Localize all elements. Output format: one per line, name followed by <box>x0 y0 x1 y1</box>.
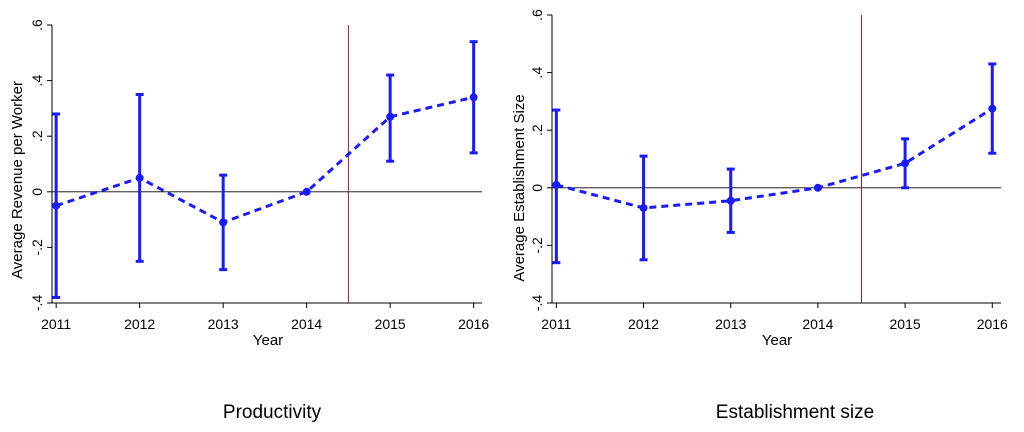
data-point <box>135 173 144 182</box>
data-point <box>302 187 311 196</box>
x-tick-label: 2012 <box>124 316 155 332</box>
x-tick-label: 2011 <box>541 316 571 332</box>
y-tick-label: 0 <box>529 184 545 192</box>
data-point <box>552 180 561 189</box>
establishment-size-panel: Average Establishment Size Year Establis… <box>511 9 1008 423</box>
productivity-panel: Average Revenue per Worker Year Producti… <box>9 19 489 423</box>
x-tick-label: 2014 <box>802 316 833 332</box>
series-line <box>55 95 474 225</box>
series-line <box>555 107 994 210</box>
chart-title: Establishment size <box>716 402 874 423</box>
y-tick-label: -.2 <box>529 237 545 254</box>
x-tick-label: 2015 <box>890 316 921 332</box>
x-axis-title: Year <box>253 332 283 349</box>
y-tick-label: .6 <box>529 9 545 21</box>
x-tick-label: 2013 <box>715 316 746 332</box>
y-tick-label: -.4 <box>529 295 545 312</box>
y-tick-label: .4 <box>29 75 45 87</box>
x-tick-label: 2016 <box>977 316 1008 332</box>
data-point <box>52 201 61 210</box>
y-tick-label: .6 <box>29 19 45 31</box>
x-tick-label: 2016 <box>458 316 489 332</box>
y-tick-label: 0 <box>29 188 45 196</box>
data-point <box>988 104 997 113</box>
y-tick-label: .2 <box>29 130 45 142</box>
y-tick-label: -.2 <box>29 239 45 256</box>
y-axis-title: Average Establishment Size <box>511 94 528 281</box>
data-point <box>901 159 910 168</box>
data-point <box>469 93 478 102</box>
x-axis-title: Year <box>762 332 792 349</box>
x-tick-label: 2013 <box>208 316 239 332</box>
chart-title: Productivity <box>223 402 322 423</box>
y-tick-label: .4 <box>529 67 545 79</box>
x-tick-label: 2015 <box>375 316 406 332</box>
y-axis-title: Average Revenue per Worker <box>9 81 26 279</box>
y-tick-label: -.4 <box>29 295 45 312</box>
data-point <box>219 218 228 227</box>
x-tick-label: 2014 <box>291 316 322 332</box>
data-point <box>639 203 648 212</box>
y-tick-label: .2 <box>529 124 545 136</box>
data-point <box>386 112 395 121</box>
x-tick-label: 2012 <box>628 316 659 332</box>
data-point <box>726 196 735 205</box>
x-tick-label: 2011 <box>41 316 71 332</box>
data-point <box>813 183 822 192</box>
